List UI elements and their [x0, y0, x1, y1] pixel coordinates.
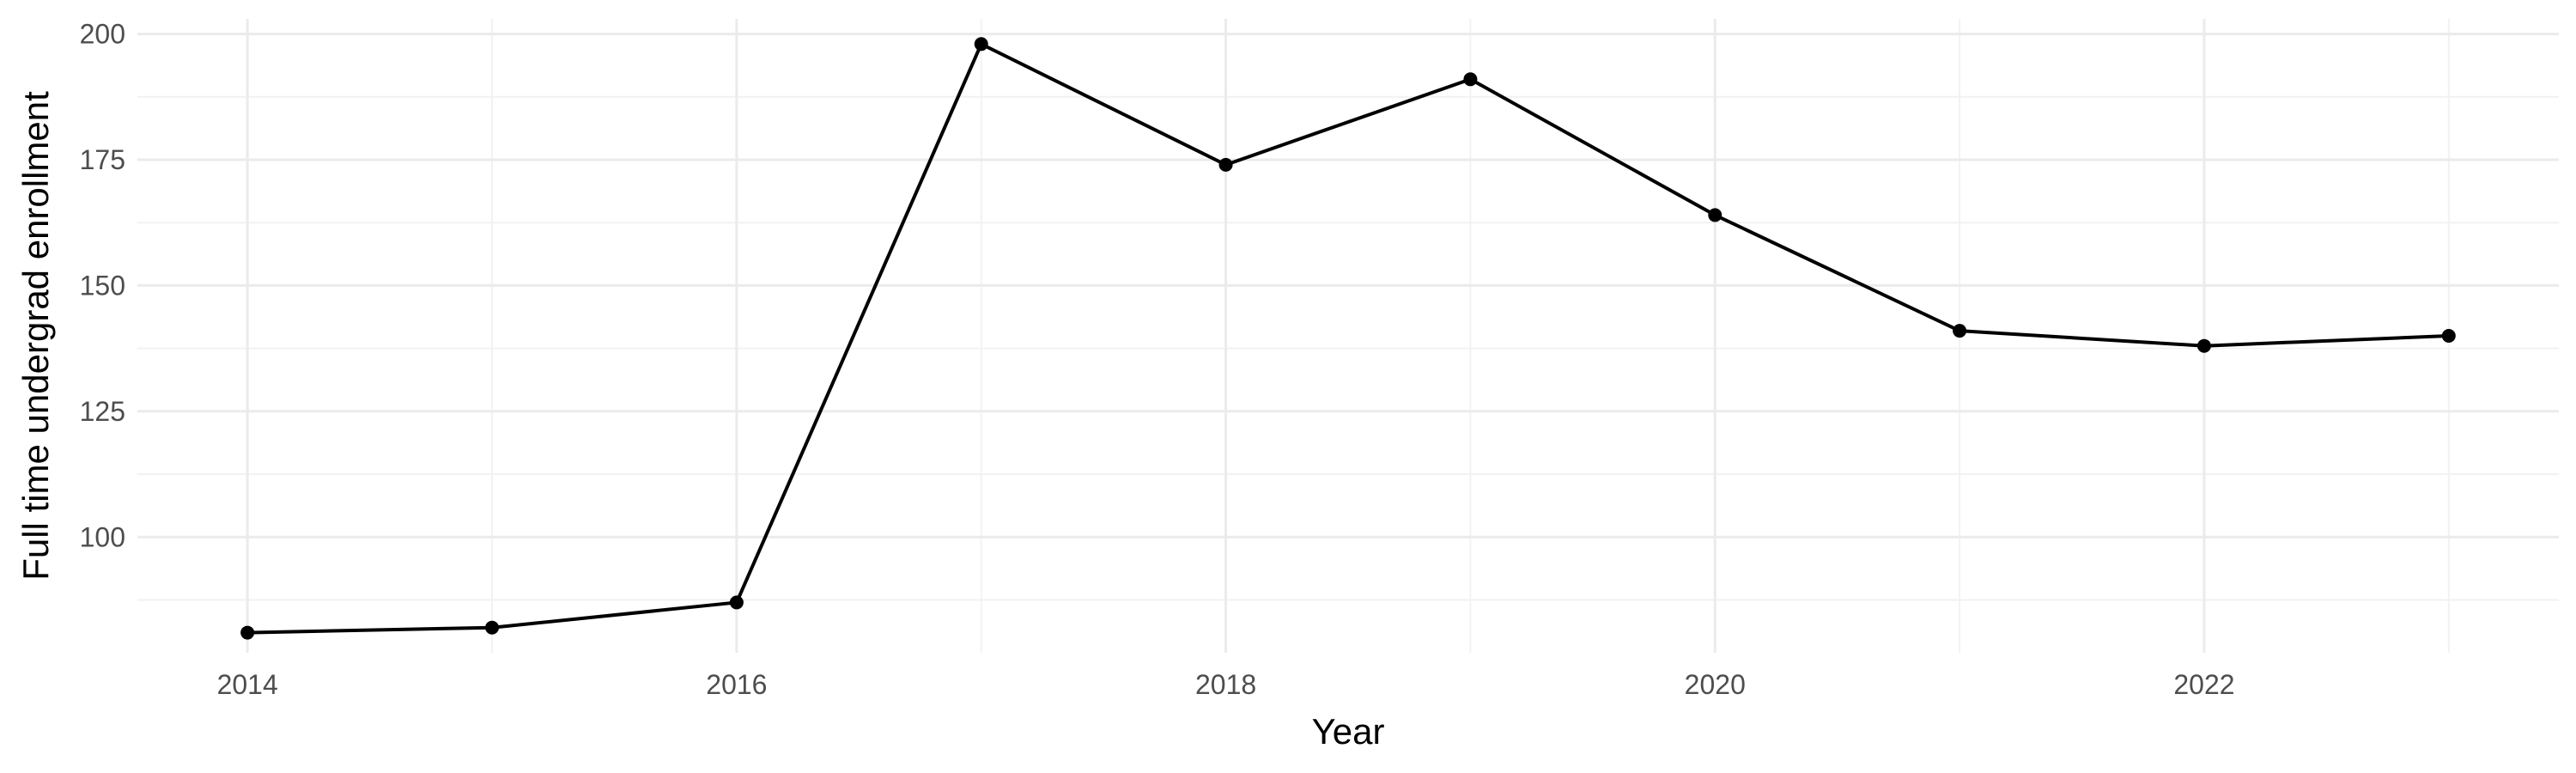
data-point: [2441, 329, 2456, 343]
data-point: [1463, 72, 1478, 87]
axes: 2014 2016 2018 2020 2022 100 125 150 175 200: [80, 19, 2235, 700]
x-axis-title: Year: [1312, 711, 1385, 752]
grid: [137, 19, 2559, 653]
x-tick-label: 2014: [217, 669, 278, 700]
data-point: [240, 625, 255, 640]
y-axis-title: Full time undergrad enrollment: [15, 91, 56, 581]
y-tick-label: 200: [80, 19, 125, 50]
data-point: [485, 620, 500, 635]
data-point: [1953, 324, 1967, 338]
data-point: [1218, 157, 1233, 172]
series-line: [247, 42, 2449, 635]
y-tick-label: 175: [80, 144, 125, 175]
data-point: [974, 37, 988, 52]
x-tick-label: 2018: [1195, 669, 1256, 700]
series-layer: [240, 37, 2456, 640]
x-tick-label: 2022: [2173, 669, 2234, 700]
x-tick-label: 2016: [706, 669, 767, 700]
y-tick-label: 100: [80, 521, 125, 552]
data-point: [2196, 338, 2211, 353]
data-point: [1708, 208, 1722, 222]
y-tick-label: 150: [80, 270, 125, 301]
data-point: [729, 595, 744, 610]
x-tick-label: 2020: [1685, 669, 1746, 700]
y-tick-label: 125: [80, 396, 125, 427]
